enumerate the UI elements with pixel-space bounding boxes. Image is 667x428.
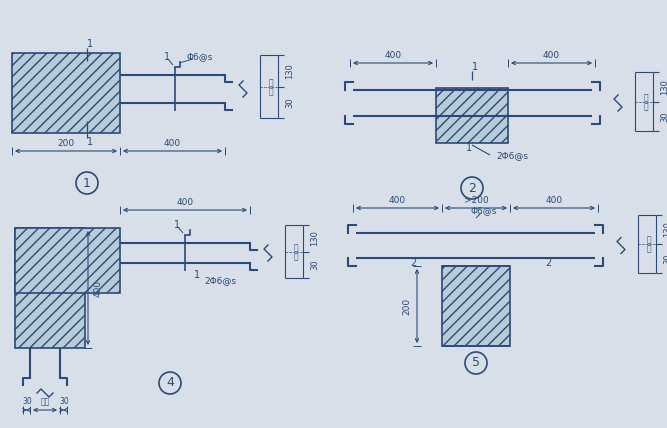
Text: 2: 2 — [468, 181, 476, 194]
Text: 断: 断 — [269, 78, 273, 87]
Text: 400: 400 — [164, 139, 181, 148]
Text: 400: 400 — [93, 279, 103, 297]
Bar — [15, 228, 120, 293]
Text: Φ6@s: Φ6@s — [471, 206, 497, 216]
Text: 4: 4 — [166, 377, 174, 389]
Bar — [15, 228, 85, 348]
Text: 400: 400 — [177, 197, 193, 206]
Text: >200: >200 — [464, 196, 488, 205]
Text: 200: 200 — [402, 297, 412, 315]
Text: 1: 1 — [472, 62, 478, 72]
Text: 400: 400 — [389, 196, 406, 205]
Text: 断: 断 — [644, 93, 648, 102]
Text: 厚: 厚 — [644, 102, 648, 111]
Text: 厚: 厚 — [293, 252, 298, 261]
Text: 1: 1 — [174, 220, 180, 230]
Text: 30: 30 — [59, 398, 69, 407]
Text: 30: 30 — [664, 253, 667, 264]
Text: 30: 30 — [22, 398, 32, 407]
Text: 2: 2 — [410, 258, 416, 268]
Text: 5: 5 — [472, 357, 480, 369]
Bar — [442, 266, 510, 346]
Text: 断: 断 — [647, 235, 651, 244]
Text: 200: 200 — [57, 139, 75, 148]
Text: 厚: 厚 — [269, 87, 273, 96]
Text: 30: 30 — [285, 97, 295, 107]
Text: 400: 400 — [384, 51, 402, 59]
Text: 1: 1 — [83, 176, 91, 190]
Bar — [436, 88, 508, 143]
Text: 1: 1 — [466, 143, 472, 153]
Text: 1: 1 — [87, 137, 93, 147]
Text: 1: 1 — [194, 270, 200, 280]
Text: 2Φ6@s: 2Φ6@s — [204, 276, 236, 285]
Text: 墙厚: 墙厚 — [41, 398, 49, 407]
Text: 厚: 厚 — [647, 244, 651, 253]
Text: 2: 2 — [545, 258, 551, 268]
Bar — [12, 53, 120, 133]
Text: 130: 130 — [664, 222, 667, 238]
Text: Φ6@s: Φ6@s — [187, 53, 213, 62]
Text: 断: 断 — [293, 243, 298, 252]
Text: 400: 400 — [543, 51, 560, 59]
Text: 130: 130 — [660, 79, 667, 95]
Text: 130: 130 — [285, 63, 295, 79]
Text: 400: 400 — [546, 196, 562, 205]
Text: 30: 30 — [311, 259, 319, 270]
Text: 1: 1 — [87, 39, 93, 49]
Text: 30: 30 — [660, 111, 667, 122]
Text: 2Φ6@s: 2Φ6@s — [496, 152, 528, 160]
Text: 1: 1 — [164, 52, 170, 62]
Text: 130: 130 — [311, 230, 319, 246]
